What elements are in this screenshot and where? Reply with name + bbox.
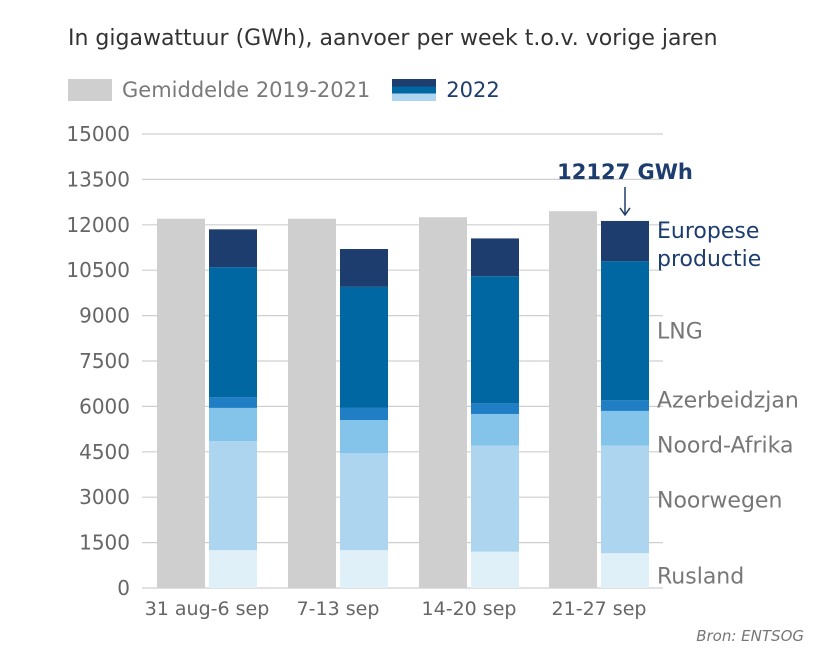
y-tick-label: 12000: [66, 213, 130, 237]
bar-segment-europese-productie: [209, 229, 257, 268]
bar-segment-lng: [340, 286, 388, 408]
y-tick-label: 15000: [66, 122, 130, 146]
bar-segment-noord-afrika: [209, 407, 257, 442]
bar-average: [549, 211, 597, 588]
bar-segment-azerbeidzjan: [209, 397, 257, 408]
x-tick-label: 21-27 sep: [552, 598, 647, 620]
legend-label-2022: 2022: [446, 78, 500, 102]
series-label: LNG: [657, 320, 703, 345]
bar-segment-lng: [601, 261, 649, 401]
bar-segment-noorwegen: [209, 441, 257, 551]
bar-segment-noord-afrika: [471, 413, 519, 446]
series-label: Europese: [657, 219, 759, 244]
bar-segment-noord-afrika: [340, 420, 388, 454]
bar-segment-europese-productie: [340, 249, 388, 287]
bar-segment-rusland: [601, 553, 649, 588]
legend-swatch-2022: [392, 79, 437, 101]
bar-segment-lng: [209, 267, 257, 398]
annotation-arrow-head: [619, 207, 631, 217]
x-tick-label: 7-13 sep: [297, 598, 380, 620]
series-label: Noorwegen: [657, 488, 782, 513]
y-tick-label: 6000: [79, 394, 130, 418]
total-annotation: 12127 GWh: [557, 160, 693, 184]
bar-segment-azerbeidzjan: [340, 407, 388, 421]
y-tick-label: 9000: [79, 304, 130, 328]
bar-segment-noorwegen: [340, 453, 388, 551]
source-note: Bron: ENTSOG: [696, 627, 804, 645]
bar-segment-rusland: [340, 550, 388, 588]
bar-segment-europese-productie: [601, 220, 649, 262]
legend-label-average: Gemiddelde 2019-2021: [122, 78, 371, 102]
bar-segment-noorwegen: [471, 445, 519, 552]
bar-average: [157, 218, 205, 588]
chart-subtitle: In gigawattuur (GWh), aanvoer per week t…: [68, 26, 718, 51]
bar-average: [288, 218, 336, 588]
x-tick-label: 31 aug-6 sep: [145, 598, 270, 620]
bar-segment-lng: [471, 276, 519, 404]
y-tick-label: 3000: [79, 485, 130, 509]
y-tick-label: 7500: [79, 349, 130, 373]
bar-segment-azerbeidzjan: [471, 403, 519, 414]
series-label: Noord-Afrika: [657, 433, 793, 458]
bar-segment-rusland: [209, 550, 257, 588]
y-tick-label: 1500: [79, 531, 130, 555]
legend-swatch-average: [68, 79, 112, 101]
series-label: Azerbeidzjan: [657, 389, 799, 414]
bar-segment-noord-afrika: [601, 410, 649, 446]
legend: Gemiddelde 2019-2021 2022: [68, 78, 500, 102]
x-tick-label: 14-20 sep: [422, 598, 517, 620]
series-label: productie: [657, 247, 761, 272]
y-tick-label: 0: [117, 576, 130, 600]
bar-segment-azerbeidzjan: [601, 400, 649, 411]
y-tick-label: 10500: [66, 258, 130, 282]
series-label: Rusland: [657, 565, 744, 590]
y-tick-label: 13500: [66, 167, 130, 191]
bar-average: [419, 217, 467, 588]
bar-segment-rusland: [471, 551, 519, 588]
y-tick-label: 4500: [79, 440, 130, 464]
bar-segment-europese-productie: [471, 238, 519, 277]
bar-segment-noorwegen: [601, 445, 649, 554]
